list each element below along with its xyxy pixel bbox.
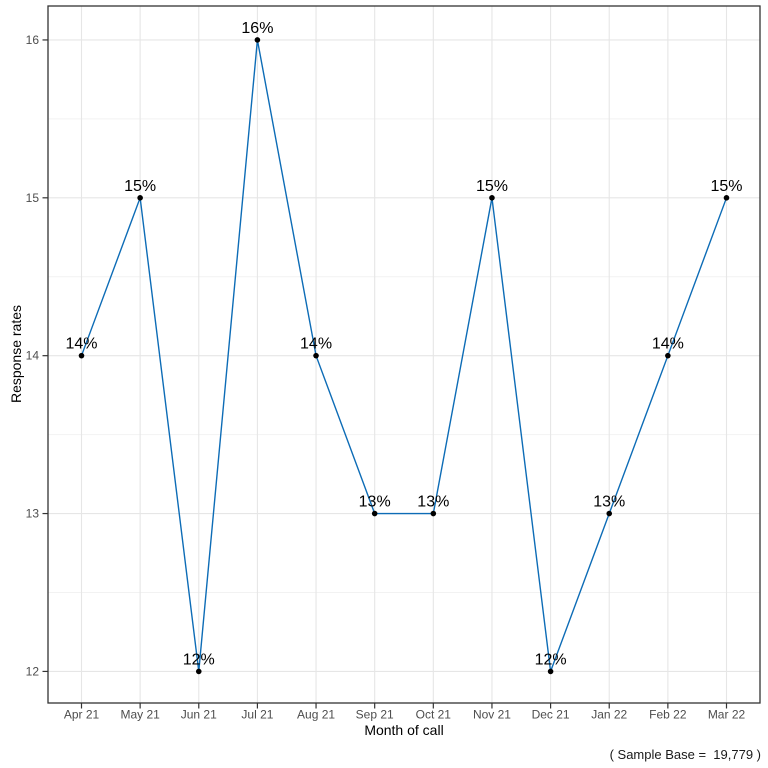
data-label: 13% xyxy=(417,494,449,511)
data-label: 14% xyxy=(652,336,684,353)
data-label: 16% xyxy=(241,20,273,37)
x-axis-title: Month of call xyxy=(364,722,444,738)
data-label: 13% xyxy=(593,494,625,511)
y-tick-label: 13 xyxy=(26,507,40,521)
x-tick-label: Aug 21 xyxy=(297,708,335,722)
data-label: 15% xyxy=(710,178,742,195)
data-label: 15% xyxy=(124,178,156,195)
data-point xyxy=(665,352,671,359)
data-label: 12% xyxy=(535,651,567,668)
data-point xyxy=(371,510,378,517)
y-tick-label: 12 xyxy=(26,664,40,678)
x-tick-label: Sep 21 xyxy=(356,708,394,722)
data-point xyxy=(489,195,495,201)
data-point xyxy=(195,668,202,675)
data-label: 13% xyxy=(359,494,391,511)
data-label: 14% xyxy=(65,336,97,353)
x-tick-label: Apr 21 xyxy=(64,708,100,722)
y-tick-label: 15 xyxy=(26,191,40,205)
y-tick-label: 14 xyxy=(26,349,40,363)
x-tick-label: Jun 21 xyxy=(181,708,217,722)
x-tick-label: Oct 21 xyxy=(416,708,452,722)
data-point xyxy=(137,195,143,201)
x-tick-label: Dec 21 xyxy=(532,708,570,722)
x-tick-label: Feb 22 xyxy=(649,708,687,722)
panel-border xyxy=(47,5,761,704)
x-tick-label: Nov 21 xyxy=(473,708,511,722)
x-tick-label: Jan 22 xyxy=(591,708,627,722)
data-point xyxy=(547,668,554,675)
data-point xyxy=(313,352,319,359)
x-tick-label: Jul 21 xyxy=(241,708,273,722)
data-point xyxy=(723,195,730,201)
data-label: 14% xyxy=(300,336,332,353)
y-axis-title: Response rates xyxy=(8,304,24,404)
data-point xyxy=(254,37,261,43)
response-rate-line xyxy=(80,39,728,673)
sample-base-caption: ( Sample Base = 19,779 ) xyxy=(609,747,761,762)
x-tick-label: Mar 22 xyxy=(708,708,746,722)
data-point xyxy=(78,352,85,359)
data-point xyxy=(606,510,613,517)
data-label: 12% xyxy=(183,651,215,668)
x-tick-label: May 21 xyxy=(120,708,160,722)
data-point xyxy=(430,510,437,517)
data-label: 15% xyxy=(476,178,508,195)
y-tick-label: 16 xyxy=(26,33,40,47)
